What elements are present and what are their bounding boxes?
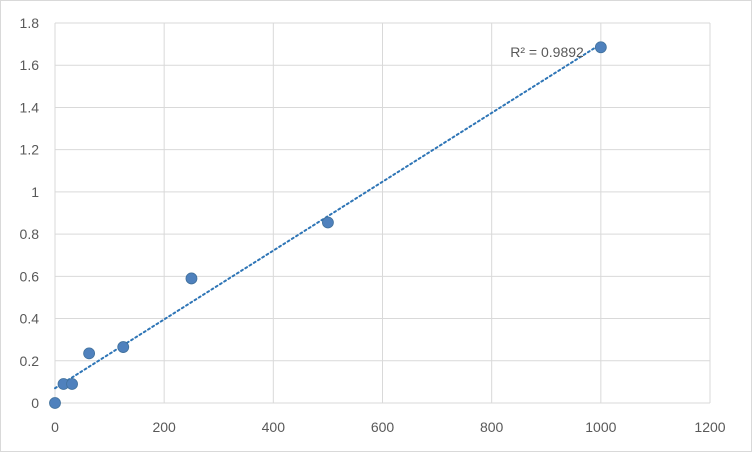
data-point — [322, 216, 334, 229]
y-tick-label: 1.4 — [20, 99, 40, 115]
x-tick-label: 400 — [262, 419, 286, 435]
gridlines — [54, 22, 711, 404]
data-point — [117, 341, 130, 353]
y-tick-label: 0.6 — [20, 268, 40, 284]
data-point — [594, 41, 607, 54]
data-point — [66, 378, 78, 390]
x-tick-label: 800 — [480, 419, 504, 435]
x-tick-label: 1200 — [694, 419, 725, 435]
x-axis-tick-labels: 0 200 400 600 800 1000 1200 — [51, 419, 726, 435]
data-points — [49, 41, 607, 409]
x-tick-label: 0 — [51, 419, 59, 435]
x-tick-label: 600 — [371, 419, 395, 435]
y-tick-label: 1.2 — [20, 142, 40, 158]
x-tick-label: 1000 — [585, 419, 616, 435]
data-point — [49, 397, 61, 409]
r-squared-label: R² = 0.9892 — [510, 44, 584, 60]
y-tick-label: 0.8 — [20, 226, 40, 242]
y-axis-tick-labels: 0 0.2 0.4 0.6 0.8 1 1.2 1.4 1.6 1.8 — [20, 15, 40, 411]
data-point — [83, 347, 96, 360]
x-tick-label: 200 — [152, 419, 176, 435]
y-tick-label: 1.6 — [20, 57, 40, 73]
y-tick-label: 1 — [31, 184, 39, 200]
y-tick-label: 1.8 — [20, 15, 40, 31]
y-tick-label: 0.4 — [20, 311, 40, 327]
data-point — [185, 272, 198, 285]
y-tick-label: 0 — [31, 395, 39, 411]
y-tick-label: 0.2 — [20, 353, 40, 369]
trendline — [54, 43, 602, 390]
